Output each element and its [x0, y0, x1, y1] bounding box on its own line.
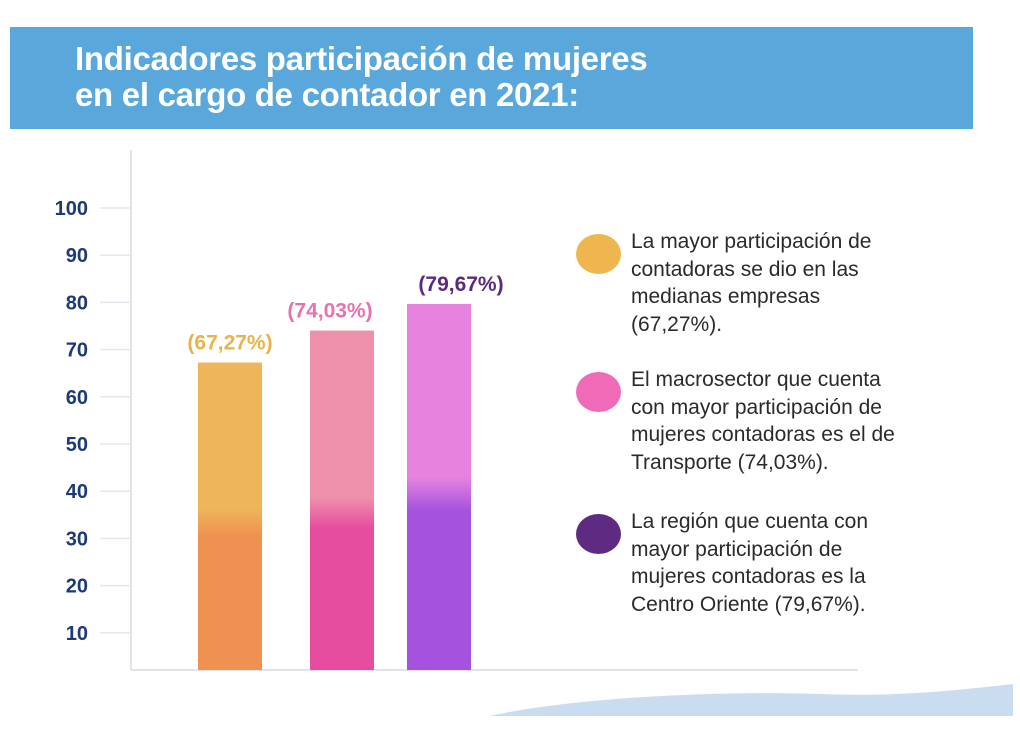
y-tick-label: 100: [55, 198, 88, 220]
legend-item: La región que cuenta con mayor participac…: [576, 508, 868, 618]
legend-line: (67,27%).: [631, 312, 723, 336]
legend-line: contadoras se dio en las: [631, 257, 859, 281]
legend-text: La región que cuenta con mayor participac…: [631, 508, 868, 618]
data-label: (67,27%): [187, 331, 272, 354]
y-tick-label: 80: [66, 292, 88, 314]
legend-line: mujeres contadoras es el de: [631, 423, 895, 446]
y-tick-label: 30: [66, 528, 88, 550]
chart-title: Indicadores participación de mujeres en …: [75, 40, 648, 113]
legend-line: mayor participación de: [631, 537, 843, 561]
legend-line: Transporte (74,03%).: [631, 450, 829, 474]
y-tick-label: 10: [66, 623, 88, 645]
legend-item: La mayor participación de contadoras se d…: [576, 228, 871, 338]
title-banner: Indicadores participación de mujeres en …: [10, 27, 973, 129]
title-line: Indicadores participación de mujeres: [75, 40, 648, 77]
y-tick-label: 90: [66, 245, 88, 267]
data-label: (79,67%): [418, 273, 503, 296]
legend-line: La mayor participación de: [631, 230, 872, 253]
legend-line: Centro Oriente (79,67%).: [631, 592, 866, 616]
y-tick-label: 70: [66, 340, 88, 362]
legend-dot-icon: [576, 234, 621, 274]
legend-item: El macrosector que cuenta con mayor parti…: [576, 366, 895, 476]
y-tick-label: 20: [66, 576, 88, 598]
title-line: en el cargo de contador en 2021:: [75, 76, 579, 113]
y-tick-label: 40: [66, 481, 88, 503]
y-tick-label: 50: [66, 434, 88, 456]
legend-line: mujeres contadoras es la: [631, 565, 866, 588]
bar-1: [198, 362, 262, 670]
data-label: (74,03%): [287, 300, 372, 323]
bar-2: [310, 330, 374, 670]
decorative-wave: [490, 684, 1013, 716]
legend-dot-icon: [576, 372, 621, 412]
legend-text: El macrosector que cuenta con mayor parti…: [631, 366, 895, 476]
legend-line: medianas empresas: [631, 285, 821, 308]
legend-line: El macrosector que cuenta: [631, 368, 881, 391]
legend-line: La región que cuenta con: [631, 510, 869, 533]
legend-dot-icon: [576, 514, 621, 554]
y-tick-label: 60: [66, 387, 88, 409]
legend-text: La mayor participación de contadoras se d…: [631, 228, 871, 338]
legend-line: con mayor participación de: [631, 395, 882, 419]
bar-3: [407, 303, 471, 670]
